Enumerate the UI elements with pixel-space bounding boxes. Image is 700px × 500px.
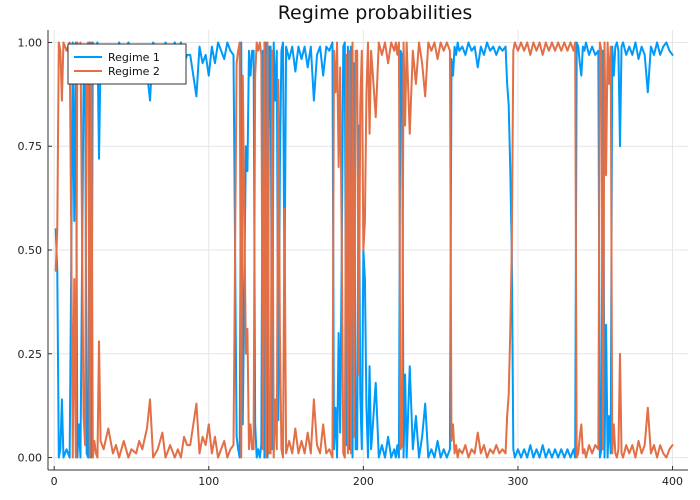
x-tick-label: 400 <box>662 475 683 488</box>
x-tick-label: 300 <box>507 475 528 488</box>
axes <box>47 30 688 471</box>
y-tick-label: 0.50 <box>18 244 43 257</box>
y-tick-label: 1.00 <box>18 36 43 49</box>
x-tick-label: 100 <box>198 475 219 488</box>
legend-label: Regime 1 <box>108 51 160 64</box>
legend-label: Regime 2 <box>108 65 160 78</box>
x-tick-label: 200 <box>353 475 374 488</box>
y-tick-label: 0.75 <box>18 140 43 153</box>
tick-labels: 0 100 200 300 400 0.00 0.25 0.50 0.75 1.00 <box>18 36 684 488</box>
legend-box <box>67 43 187 85</box>
y-tick-label: 0.00 <box>18 452 43 465</box>
chart-title: Regime probabilities <box>278 2 473 24</box>
x-tick-label: 0 <box>51 475 58 488</box>
series-line-regime-2 <box>54 41 674 459</box>
y-tick-label: 0.25 <box>18 348 43 361</box>
